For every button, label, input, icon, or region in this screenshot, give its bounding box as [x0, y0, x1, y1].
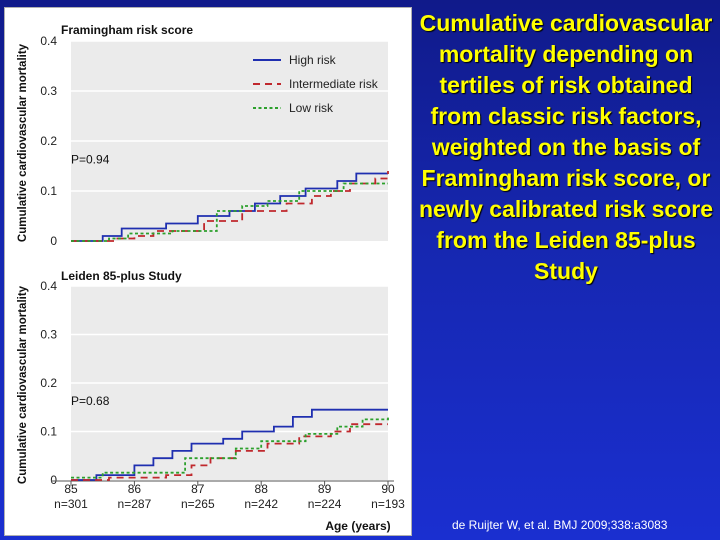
number-at-risk-label: n=193: [371, 497, 405, 511]
series-line-intermediate-risk: [71, 423, 388, 481]
series-line-low-risk: [71, 416, 389, 479]
panel-title: Leiden 85-plus Study: [61, 269, 182, 283]
legend-label: High risk: [289, 53, 337, 67]
series-line-high-risk: [71, 408, 388, 481]
y-tick-label: 0.4: [40, 279, 57, 293]
x-axis-label: Age (years): [325, 519, 390, 533]
y-tick-label: 0: [50, 473, 57, 487]
y-tick-label: 0.1: [40, 184, 57, 198]
series-line-low-risk: [71, 182, 388, 242]
x-tick-label: 87: [191, 482, 205, 496]
x-tick-label: 88: [255, 482, 269, 496]
series-line-high-risk: [71, 172, 388, 242]
leiden-chart: 0 0.1 0.2 0.3 0.4 Leiden 85-plus Study Cumulat…: [17, 269, 405, 533]
y-tick-label: 0.2: [40, 134, 57, 148]
citation: de Ruijter W, et al. BMJ 2009;338:a3083: [452, 518, 668, 532]
number-at-risk-label: n=287: [118, 497, 152, 511]
y-tick-label: 0: [50, 234, 57, 248]
y-tick-label: 0.3: [40, 84, 57, 98]
y-axis-label: Cumulative cardiovascular mortality: [17, 43, 29, 242]
panel-title: Framingham risk score: [61, 23, 193, 37]
legend-label: Intermediate risk: [289, 77, 379, 91]
y-tick-label: 0.1: [40, 425, 57, 439]
p-value-annotation: P=0.68: [71, 394, 110, 408]
x-tick-label: 89: [318, 482, 332, 496]
number-at-risk-label: n=301: [54, 497, 88, 511]
y-axis-label: Cumulative cardiovascular mortality: [17, 285, 29, 484]
y-tick-label: 0.2: [40, 376, 57, 390]
number-at-risk-label: n=224: [308, 497, 342, 511]
figure-svg: 0 0.1 0.2 0.3 0.4 Framingham risk score Cumula…: [17, 23, 405, 533]
x-tick-label: 90: [381, 482, 395, 496]
series-line-intermediate-risk: [71, 171, 389, 242]
number-at-risk-label: n=265: [181, 497, 215, 511]
p-value-annotation: P=0.94: [71, 153, 110, 167]
figure-panel: 0 0.1 0.2 0.3 0.4 Framingham risk score Cumula…: [4, 7, 412, 536]
slide-title: Cumulative cardiovascular mortality depe…: [418, 10, 714, 284]
number-at-risk-label: n=242: [244, 497, 278, 511]
y-tick-label: 0.3: [40, 328, 57, 342]
legend-label: Low risk: [289, 101, 334, 115]
x-tick-label: 86: [128, 482, 142, 496]
x-tick-label: 85: [64, 482, 78, 496]
framingham-chart: 0 0.1 0.2 0.3 0.4 Framingham risk score Cumula…: [17, 23, 389, 248]
y-tick-label: 0.4: [40, 34, 57, 48]
